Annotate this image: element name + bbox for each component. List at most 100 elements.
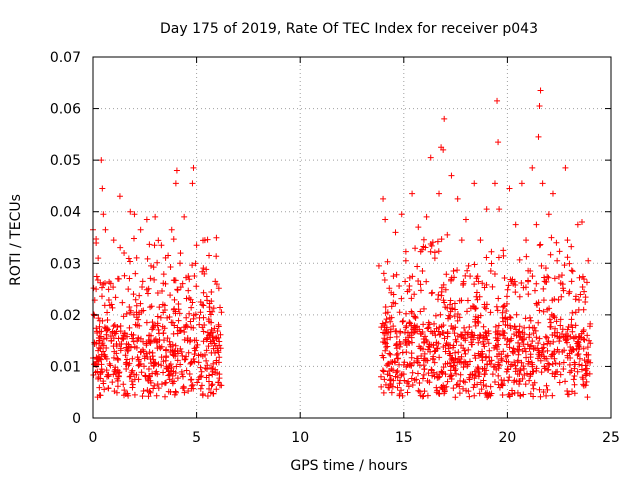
data-point xyxy=(420,392,427,399)
data-point xyxy=(481,371,488,378)
data-point xyxy=(154,313,161,320)
data-point xyxy=(193,283,200,290)
data-point xyxy=(90,285,97,292)
data-point xyxy=(557,371,564,378)
data-point xyxy=(458,342,465,349)
data-point xyxy=(441,335,448,342)
data-point xyxy=(535,340,542,347)
data-point xyxy=(143,286,150,293)
data-point xyxy=(213,234,220,241)
data-point xyxy=(444,378,451,385)
data-point xyxy=(388,389,395,396)
data-point xyxy=(166,376,173,383)
data-point xyxy=(540,297,547,304)
data-point xyxy=(137,300,144,307)
data-point xyxy=(433,384,440,391)
data-point xyxy=(203,357,210,364)
data-point xyxy=(104,373,111,380)
data-point xyxy=(191,351,198,358)
data-point xyxy=(399,318,406,325)
data-point xyxy=(515,339,522,346)
data-point xyxy=(143,340,150,347)
data-point xyxy=(503,293,510,300)
data-point xyxy=(569,309,576,316)
data-point xyxy=(208,382,215,389)
data-point xyxy=(540,389,547,396)
data-point xyxy=(159,288,166,295)
data-point xyxy=(114,383,121,390)
data-point xyxy=(140,388,147,395)
x-tick-label: 15 xyxy=(395,430,413,446)
data-point xyxy=(582,365,589,372)
data-point xyxy=(417,287,424,294)
data-point xyxy=(153,368,160,375)
data-point xyxy=(558,272,565,279)
data-point xyxy=(452,336,459,343)
data-point xyxy=(504,366,511,373)
data-point xyxy=(433,345,440,352)
data-point xyxy=(454,333,461,340)
data-point xyxy=(94,355,101,362)
x-tick-label: 5 xyxy=(192,430,201,446)
data-point xyxy=(401,329,408,336)
data-point xyxy=(386,285,393,292)
data-point xyxy=(506,185,513,192)
data-point xyxy=(540,285,547,292)
data-point xyxy=(514,371,521,378)
data-point xyxy=(98,342,105,349)
data-point xyxy=(574,340,581,347)
data-point xyxy=(491,363,498,370)
data-point xyxy=(402,248,409,255)
data-point xyxy=(162,393,169,400)
data-point xyxy=(496,206,503,213)
data-point xyxy=(587,359,594,366)
data-point xyxy=(415,278,422,285)
data-point xyxy=(139,284,146,291)
data-point xyxy=(149,319,156,326)
data-point xyxy=(545,274,552,281)
data-point xyxy=(131,211,138,218)
data-point xyxy=(483,206,490,213)
data-point xyxy=(551,296,558,303)
data-point xyxy=(393,333,400,340)
data-point xyxy=(150,264,157,271)
data-point xyxy=(185,388,192,395)
data-point xyxy=(538,351,545,358)
data-point xyxy=(197,309,204,316)
data-point xyxy=(123,310,130,317)
data-point xyxy=(419,268,426,275)
data-point xyxy=(140,348,147,355)
data-point xyxy=(94,276,101,283)
data-point xyxy=(206,252,213,259)
y-tick-label: 0.06 xyxy=(50,102,81,118)
data-point xyxy=(495,359,502,366)
data-point xyxy=(210,360,217,367)
data-point xyxy=(158,381,165,388)
data-point xyxy=(146,332,153,339)
data-point xyxy=(530,385,537,392)
data-point xyxy=(557,316,564,323)
plot-frame xyxy=(92,56,612,419)
data-point xyxy=(101,302,108,309)
data-point xyxy=(206,372,213,379)
data-point xyxy=(417,281,424,288)
data-point xyxy=(398,295,405,302)
data-point xyxy=(581,288,588,295)
data-point xyxy=(182,356,189,363)
data-point xyxy=(103,367,110,374)
data-point xyxy=(126,360,133,367)
data-point xyxy=(436,331,443,338)
data-point xyxy=(102,280,109,287)
data-point xyxy=(569,388,576,395)
data-point xyxy=(547,319,554,326)
data-point xyxy=(134,337,141,344)
data-point xyxy=(171,322,178,329)
data-point xyxy=(533,221,540,228)
data-point xyxy=(466,358,473,365)
data-point xyxy=(200,265,207,272)
data-point xyxy=(111,388,118,395)
data-point xyxy=(163,346,170,353)
data-point xyxy=(125,286,132,293)
data-point xyxy=(506,374,513,381)
data-point xyxy=(397,340,404,347)
